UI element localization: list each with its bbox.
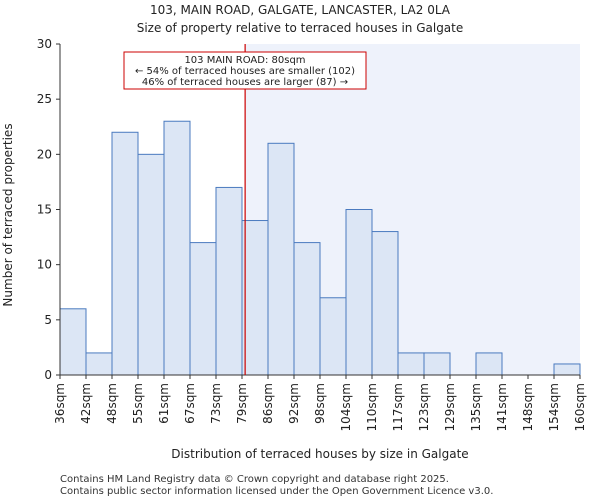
x-tick-label-86sqm: 86sqm (261, 383, 275, 424)
x-tick-label-61sqm: 61sqm (157, 383, 171, 424)
x-tick-label-79sqm: 79sqm (235, 383, 249, 424)
bar-98sqm (319, 297, 347, 376)
x-tick-label-48sqm: 48sqm (105, 383, 119, 424)
y-tick-label-25: 25 (37, 92, 52, 106)
annotation-line3: 46% of terraced houses are larger (87) → (142, 77, 348, 88)
bar-123sqm (423, 352, 451, 376)
bar-42sqm (85, 352, 113, 376)
bar-79sqm (241, 220, 269, 376)
footer-line2: Contains public sector information licen… (60, 486, 493, 497)
bar-104sqm (345, 209, 373, 376)
x-tick-label-110sqm: 110sqm (365, 383, 379, 431)
footer-line1: Contains HM Land Registry data © Crown c… (60, 474, 449, 485)
bar-48sqm (111, 131, 139, 376)
bar-55sqm (137, 153, 165, 376)
x-tick-label-42sqm: 42sqm (79, 383, 93, 424)
y-tick-label-15: 15 (37, 203, 52, 217)
bar-86sqm (267, 142, 295, 376)
x-tick-label-73sqm: 73sqm (209, 383, 223, 424)
annotation-line2: ← 54% of terraced houses are smaller (10… (135, 66, 355, 77)
chart-title-line2: Size of property relative to terraced ho… (137, 21, 464, 35)
chart-title-line1: 103, MAIN ROAD, GALGATE, LANCASTER, LA2 … (150, 3, 451, 17)
x-tick-label-92sqm: 92sqm (287, 383, 301, 424)
x-tick-label-160sqm: 160sqm (573, 383, 587, 431)
bar-135sqm (475, 352, 503, 376)
y-tick-label-20: 20 (37, 147, 52, 161)
bar-154sqm (553, 363, 581, 376)
y-tick-label-10: 10 (37, 258, 52, 272)
x-tick-label-135sqm: 135sqm (469, 383, 483, 431)
x-axis-label: Distribution of terraced houses by size … (171, 447, 468, 461)
x-tick-label-123sqm: 123sqm (417, 383, 431, 431)
x-tick-label-117sqm: 117sqm (391, 383, 405, 431)
bar-36sqm (59, 308, 87, 376)
x-tick-label-104sqm: 104sqm (339, 383, 353, 431)
x-tick-label-129sqm: 129sqm (443, 383, 457, 431)
x-tick-label-154sqm: 154sqm (547, 383, 561, 431)
bar-73sqm (215, 186, 243, 376)
y-tick-label-0: 0 (44, 368, 52, 382)
x-tick-label-148sqm: 148sqm (521, 383, 535, 431)
y-tick-label-30: 30 (37, 37, 52, 51)
y-axis-label: Number of terraced properties (1, 123, 15, 306)
x-tick-label-98sqm: 98sqm (313, 383, 327, 424)
bar-117sqm (397, 352, 425, 376)
annotation-line1: 103 MAIN ROAD: 80sqm (184, 55, 305, 66)
y-tick-label-5: 5 (44, 313, 52, 327)
x-tick-label-141sqm: 141sqm (495, 383, 509, 431)
x-tick-label-36sqm: 36sqm (53, 383, 67, 424)
annotation-box (123, 51, 367, 90)
bar-110sqm (371, 231, 399, 376)
bar-61sqm (163, 120, 191, 376)
bar-67sqm (189, 242, 217, 376)
bar-92sqm (293, 242, 321, 376)
x-tick-label-67sqm: 67sqm (183, 383, 197, 424)
x-tick-label-55sqm: 55sqm (131, 383, 145, 424)
plot-area: 0 5 10 15 20 25 30 36sqm 42sqm 48sqm 55sqm 61sqm 67s… (37, 37, 587, 431)
